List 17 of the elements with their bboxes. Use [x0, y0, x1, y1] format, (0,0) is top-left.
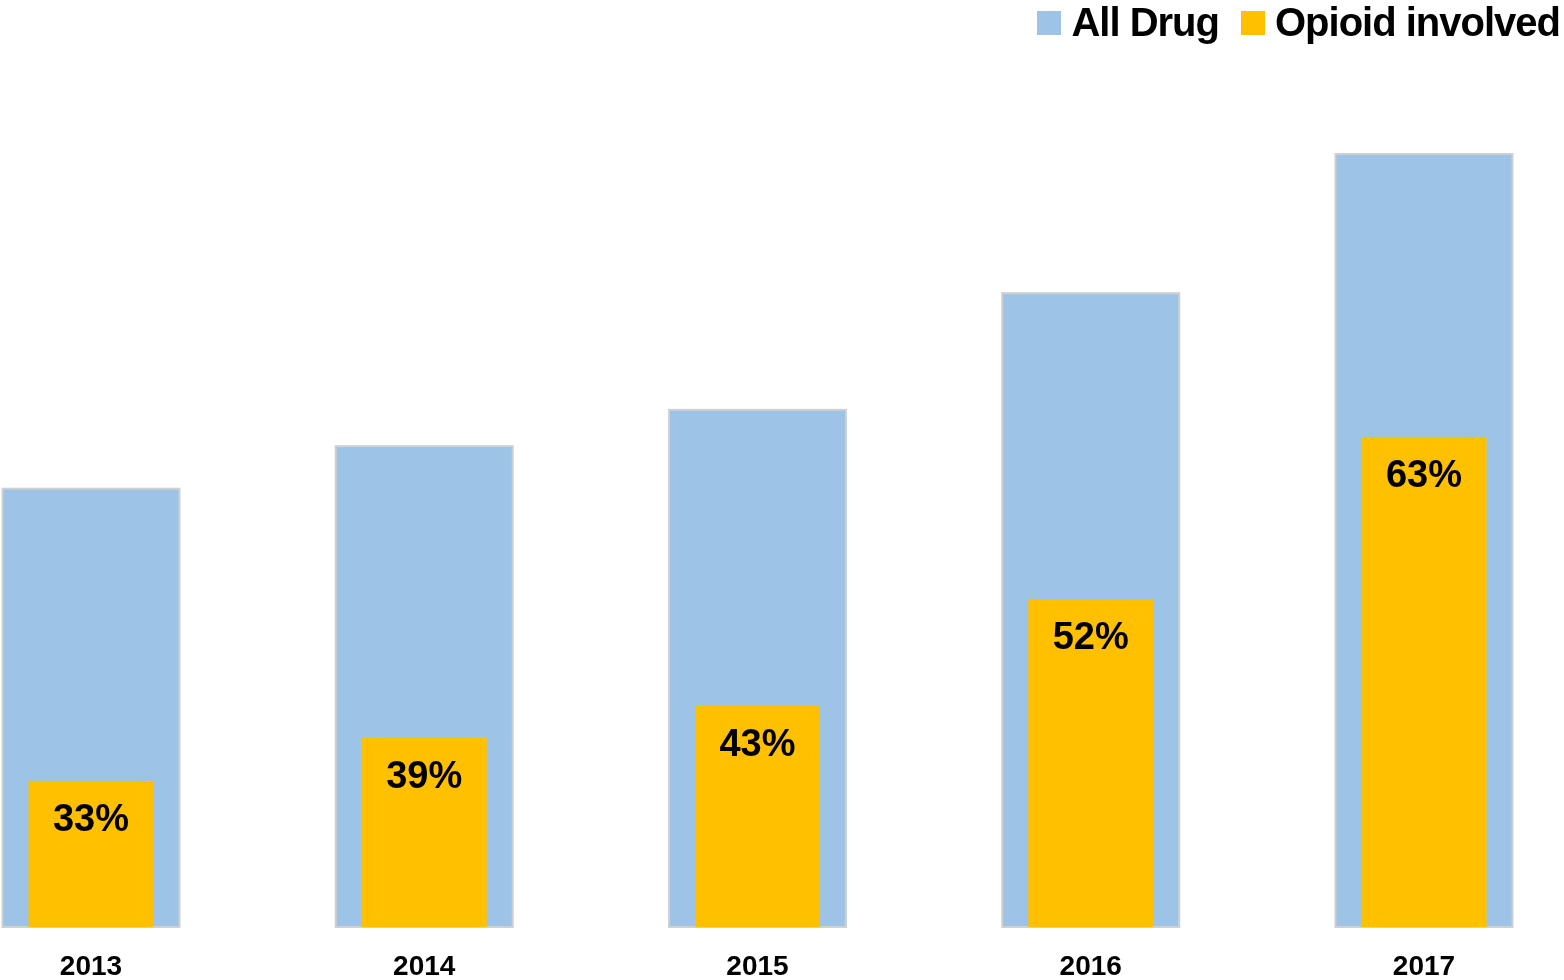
bar — [695, 705, 820, 927]
x-tick-label: 2015 — [726, 950, 789, 980]
bar — [361, 737, 487, 927]
annotation: 39% — [386, 753, 463, 796]
annotation: 43% — [719, 721, 796, 764]
annotation: 63% — [1385, 452, 1463, 495]
x-tick-label: 2013 — [59, 950, 123, 980]
bar — [28, 780, 154, 927]
legend-label: Opioid involved — [1274, 0, 1560, 45]
bar — [1361, 436, 1487, 927]
bar — [1028, 599, 1154, 927]
legend-label: All Drug — [1071, 0, 1219, 45]
x-tick-label: 2017 — [1392, 950, 1456, 980]
annotation: 52% — [1052, 615, 1129, 658]
x-tick-label: 2016 — [1059, 950, 1122, 980]
x-tick-label: 2014 — [393, 950, 456, 980]
annotation: 33% — [52, 796, 130, 839]
